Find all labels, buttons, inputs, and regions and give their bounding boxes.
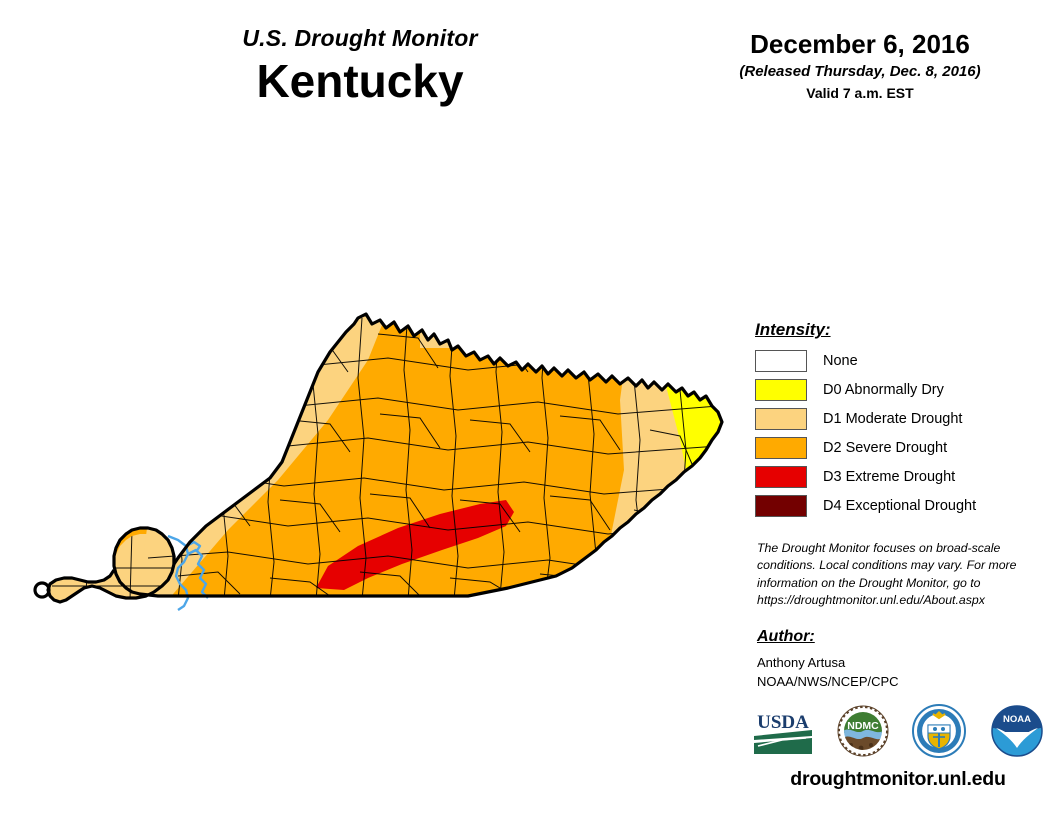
author-affiliation: NOAA/NWS/NCEP/CPC	[757, 673, 899, 689]
author-block: Author: Anthony Artusa NOAA/NWS/NCEP/CPC	[757, 628, 1037, 692]
legend-label-d0: D0 Abnormally Dry	[823, 381, 944, 398]
svg-text:NOAA: NOAA	[1003, 714, 1031, 725]
svg-text:NDMC: NDMC	[847, 720, 879, 732]
svg-text:USDA: USDA	[757, 712, 809, 733]
swatch-d2	[755, 436, 807, 459]
legend-row-d3: D3 Extreme Drought	[755, 462, 1045, 491]
legend: Intensity: None D0 Abnormally Dry D1 Mod…	[755, 320, 1045, 520]
valid-time: Valid 7 a.m. EST	[806, 84, 914, 101]
legend-row-d4: D4 Exceptional Drought	[755, 491, 1045, 520]
swatch-none	[755, 349, 807, 372]
map-date: December 6, 2016	[750, 29, 970, 59]
date-block: December 6, 2016 (Released Thursday, Dec…	[690, 29, 1030, 102]
swatch-d3	[755, 465, 807, 488]
swatch-d4	[755, 494, 807, 517]
legend-row-d1: D1 Moderate Drought	[755, 404, 1045, 433]
swatch-d0	[755, 378, 807, 401]
agency-logos: USDA NDMC	[752, 703, 1044, 763]
legend-label-none: None	[823, 352, 858, 369]
noaa-logo: NOAA	[990, 704, 1044, 763]
legend-row-d0: D0 Abnormally Dry	[755, 375, 1045, 404]
disclaimer-text: The Drought Monitor focuses on broad-sca…	[757, 541, 1017, 608]
usda-logo: USDA	[752, 705, 814, 761]
legend-title: Intensity:	[755, 320, 831, 339]
kentucky-drought-map	[28, 300, 738, 650]
state-title: Kentucky	[256, 55, 464, 108]
legend-label-d1: D1 Moderate Drought	[823, 410, 963, 427]
unl-logo	[911, 703, 967, 764]
state-outline	[33, 312, 724, 604]
legend-row-d2: D2 Severe Drought	[755, 433, 1045, 462]
legend-label-d2: D2 Severe Drought	[823, 439, 948, 456]
legend-row-none: None	[755, 346, 1045, 375]
author-name: Anthony Artusa	[757, 655, 846, 670]
title-block: U.S. Drought Monitor Kentucky	[120, 25, 600, 108]
release-date: (Released Thursday, Dec. 8, 2016)	[739, 62, 981, 80]
author-heading: Author:	[757, 628, 815, 645]
legend-label-d3: D3 Extreme Drought	[823, 468, 956, 485]
legend-label-d4: D4 Exceptional Drought	[823, 497, 977, 514]
site-url: droughtmonitor.unl.edu	[790, 768, 1006, 790]
swatch-d1	[755, 407, 807, 430]
ndmc-logo: NDMC	[837, 705, 889, 762]
program-title: U.S. Drought Monitor	[242, 25, 478, 51]
